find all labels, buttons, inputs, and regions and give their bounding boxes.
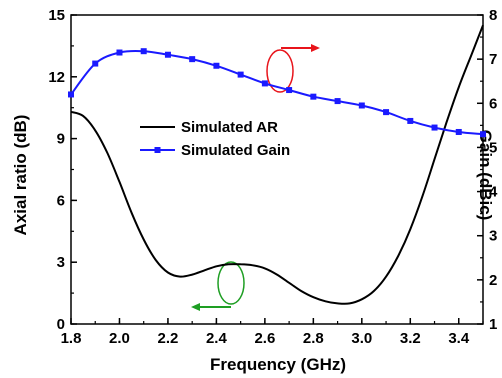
series-marker-simulated-gain <box>92 60 99 67</box>
plot-frame <box>70 14 484 325</box>
y-right-tick-label: 5 <box>489 139 497 156</box>
series-marker-simulated-gain <box>237 71 244 78</box>
ar-curve-highlight-ellipse <box>217 261 245 305</box>
gain-curve-highlight-ellipse <box>266 49 294 93</box>
y-left-tick-label: 15 <box>48 7 65 24</box>
x-axis-label: Frequency (GHz) <box>210 355 346 374</box>
y-right-tick-label: 8 <box>489 7 497 24</box>
y-right-tick-label: 2 <box>489 272 497 289</box>
series-marker-simulated-gain <box>68 91 74 98</box>
series-marker-simulated-gain <box>140 48 147 55</box>
y-left-tick-label: 9 <box>57 131 65 148</box>
series-marker-simulated-gain <box>286 87 293 94</box>
y-left-tick-label: 12 <box>48 69 65 86</box>
legend-label-ar: Simulated AR <box>181 119 278 136</box>
x-tick-label: 2.2 <box>158 330 179 347</box>
x-tick-label: 1.8 <box>61 330 82 347</box>
y-right-tick-label: 1 <box>489 316 497 333</box>
y-left-axis-label: Axial ratio (dB) <box>11 115 30 236</box>
x-tick-label: 2.6 <box>254 330 275 347</box>
series-marker-simulated-gain <box>261 80 268 87</box>
y-right-tick-label: 7 <box>489 51 497 68</box>
right-axis-arrow-icon <box>311 44 320 52</box>
series-marker-simulated-gain <box>455 128 462 135</box>
x-tick-label: 2.4 <box>206 330 228 347</box>
y-left-tick-label: 0 <box>57 316 65 333</box>
series-marker-simulated-gain <box>407 117 414 124</box>
series-marker-simulated-gain <box>334 98 341 105</box>
series-marker-simulated-gain <box>310 93 317 100</box>
y-right-axis-label: Gain (dBic) <box>476 130 495 221</box>
series-line-simulated-ar <box>70 24 484 305</box>
series-marker-simulated-gain <box>383 109 390 116</box>
series-marker-simulated-gain <box>164 51 171 58</box>
y-left-tick-label: 3 <box>57 254 65 271</box>
legend-marker-gain <box>154 147 161 153</box>
left-axis-arrow-icon <box>191 303 200 311</box>
series-marker-simulated-gain <box>431 124 438 131</box>
series-marker-simulated-gain <box>213 62 220 69</box>
x-tick-label: 3.2 <box>400 330 421 347</box>
y-right-tick-label: 3 <box>489 228 497 245</box>
series-marker-simulated-gain <box>480 131 486 138</box>
series-marker-simulated-gain <box>116 49 123 56</box>
x-tick-label: 2.8 <box>303 330 324 347</box>
series-marker-simulated-gain <box>189 56 196 63</box>
x-tick-label: 2.0 <box>109 330 130 347</box>
x-tick-label: 3.4 <box>448 330 470 347</box>
x-tick-label: 3.0 <box>351 330 372 347</box>
series-marker-simulated-gain <box>358 102 365 109</box>
y-right-tick-label: 6 <box>489 95 497 112</box>
y-right-tick-label: 4 <box>489 184 498 201</box>
y-left-tick-label: 6 <box>57 192 65 209</box>
legend-label-gain: Simulated Gain <box>181 142 290 159</box>
